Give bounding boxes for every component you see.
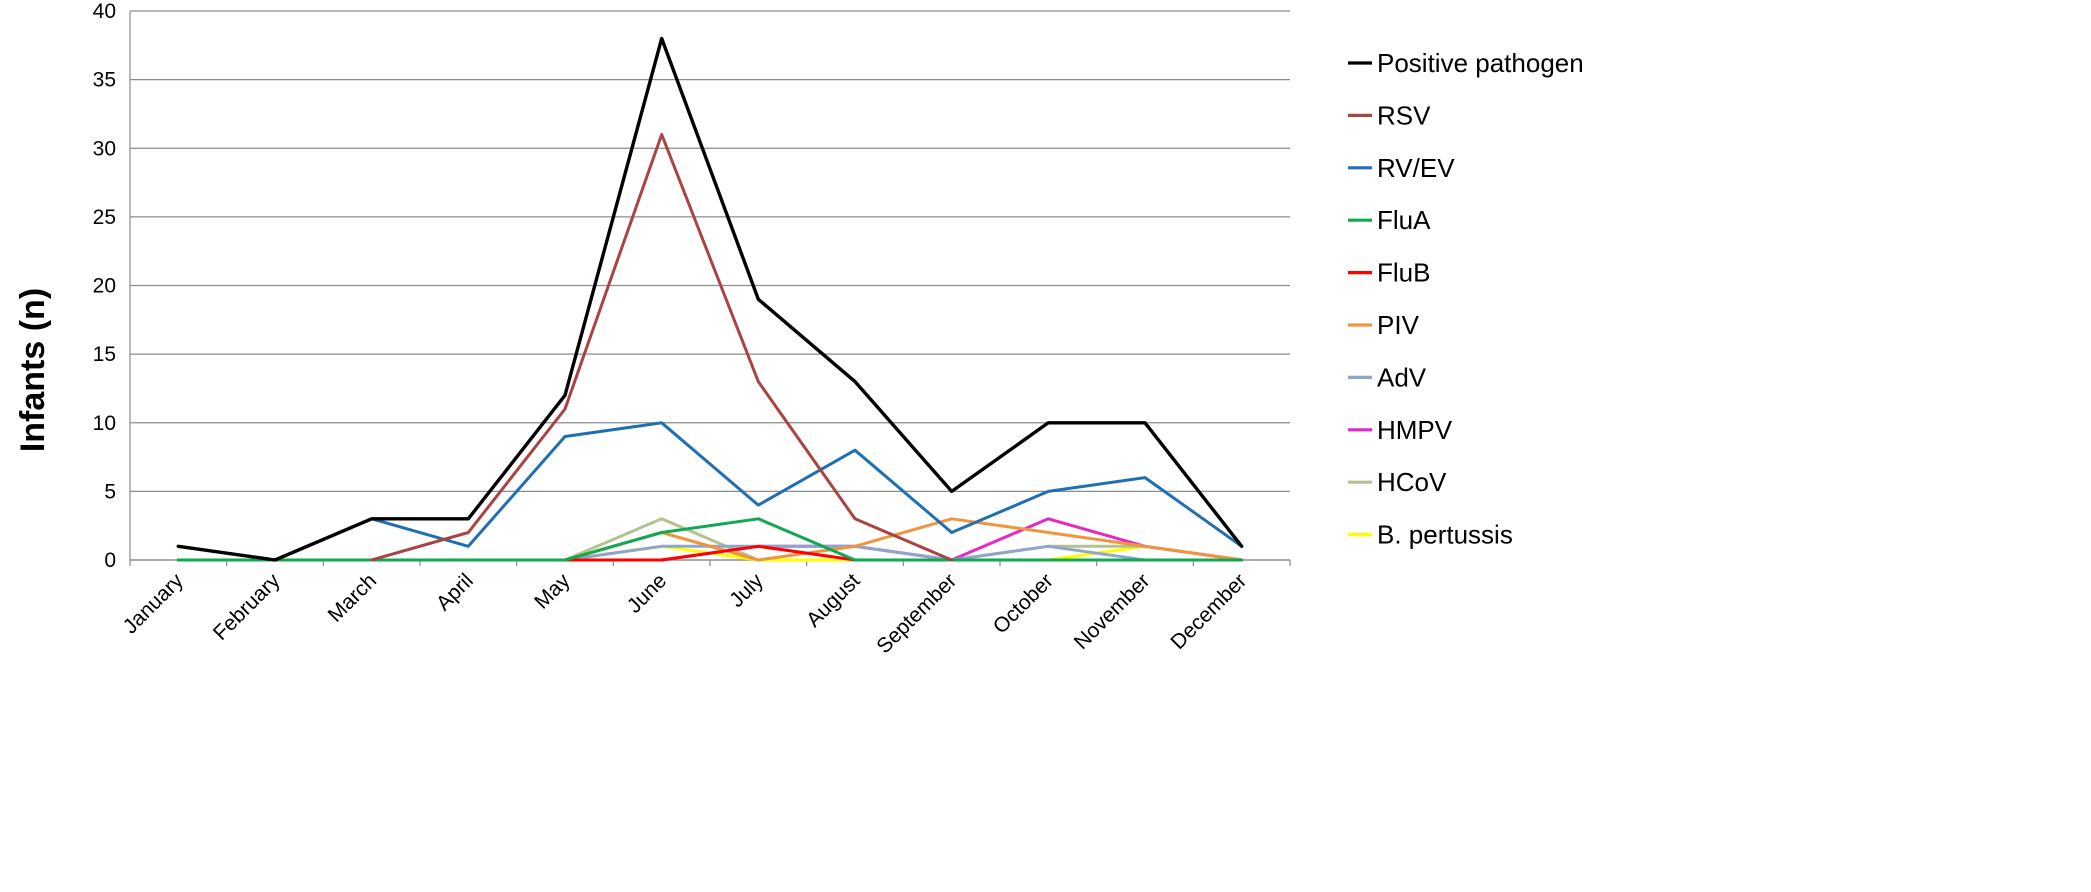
legend-label: B. pertussis	[1377, 520, 1513, 550]
x-tick-label: December	[1166, 569, 1251, 654]
legend-label: PIV	[1377, 310, 1420, 340]
series-line-positive-pathogen	[176, 36, 1244, 562]
y-axis-ticks: 0 5 10 15 20 25 30 35 40	[93, 0, 116, 572]
legend-label: HCoV	[1377, 467, 1447, 497]
legend-label: Positive pathogen	[1377, 48, 1584, 78]
x-tick-label: June	[623, 569, 671, 617]
legend-label: FluB	[1377, 258, 1430, 288]
y-tick-label: 15	[93, 343, 116, 366]
x-tick-label: March	[324, 569, 382, 627]
y-tick-label: 30	[93, 137, 116, 160]
legend-label: RV/EV	[1377, 153, 1455, 183]
y-tick-label: 35	[93, 69, 116, 92]
legend-label: HMPV	[1377, 415, 1453, 445]
y-tick-label: 40	[93, 0, 116, 23]
x-tick-label: November	[1070, 569, 1155, 654]
legend-label: FluA	[1377, 205, 1431, 235]
legend-label: RSV	[1377, 100, 1431, 130]
y-tick-label: 25	[93, 206, 116, 229]
x-tick-label: August	[802, 569, 865, 632]
x-tick-label: January	[119, 569, 188, 638]
y-tick-label: 20	[93, 275, 116, 298]
x-tick-label: October	[989, 569, 1058, 638]
x-axis-ticks: January February March April May June July Augu…	[119, 569, 1251, 658]
series-line-flua	[176, 517, 1244, 562]
x-tick-label: February	[209, 569, 285, 645]
x-tick-label: July	[725, 569, 768, 612]
y-tick-label: 10	[93, 412, 116, 435]
y-axis-label: Infants (n)	[14, 288, 52, 452]
legend-label: AdV	[1377, 362, 1427, 392]
y-tick-label: 0	[104, 549, 116, 572]
y-tick-label: 5	[104, 480, 116, 503]
x-tick-label: September	[872, 569, 961, 658]
x-tick-label: May	[530, 569, 575, 614]
series-line-flub	[176, 544, 1244, 562]
series-lines	[176, 36, 1244, 562]
legend: Positive pathogen RSV RV/EV FluA FluB PIV AdV H…	[1348, 48, 1584, 550]
x-tick-label: April	[432, 569, 478, 615]
series-line-rsv	[370, 133, 954, 562]
